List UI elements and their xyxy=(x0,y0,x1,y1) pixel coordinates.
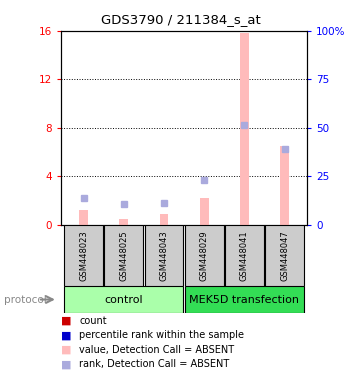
Text: ■: ■ xyxy=(61,330,72,340)
Bar xyxy=(79,210,88,225)
Bar xyxy=(104,225,143,286)
Text: ■: ■ xyxy=(61,359,72,369)
Text: GSM448025: GSM448025 xyxy=(119,230,128,281)
Text: GSM448047: GSM448047 xyxy=(280,230,289,281)
Text: protocol: protocol xyxy=(4,295,46,305)
Text: rank, Detection Call = ABSENT: rank, Detection Call = ABSENT xyxy=(79,359,230,369)
Text: ■: ■ xyxy=(61,316,72,326)
Bar xyxy=(225,225,264,286)
Text: GSM448043: GSM448043 xyxy=(160,230,169,281)
Bar xyxy=(265,225,304,286)
Text: GSM448023: GSM448023 xyxy=(79,230,88,281)
Text: GDS3790 / 211384_s_at: GDS3790 / 211384_s_at xyxy=(101,13,260,26)
Bar xyxy=(160,214,169,225)
Text: count: count xyxy=(79,316,107,326)
Bar xyxy=(185,225,223,286)
Text: percentile rank within the sample: percentile rank within the sample xyxy=(79,330,244,340)
Bar xyxy=(185,286,304,313)
Text: GSM448029: GSM448029 xyxy=(200,230,209,281)
Text: GSM448041: GSM448041 xyxy=(240,230,249,281)
Text: value, Detection Call = ABSENT: value, Detection Call = ABSENT xyxy=(79,345,235,355)
Text: control: control xyxy=(104,295,143,305)
Bar xyxy=(64,225,103,286)
Bar xyxy=(200,198,209,225)
Text: MEK5D transfection: MEK5D transfection xyxy=(190,295,300,305)
Text: ■: ■ xyxy=(61,345,72,355)
Bar xyxy=(64,286,183,313)
Bar xyxy=(119,218,128,225)
Bar xyxy=(145,225,183,286)
Bar xyxy=(240,33,249,225)
Bar xyxy=(280,146,289,225)
